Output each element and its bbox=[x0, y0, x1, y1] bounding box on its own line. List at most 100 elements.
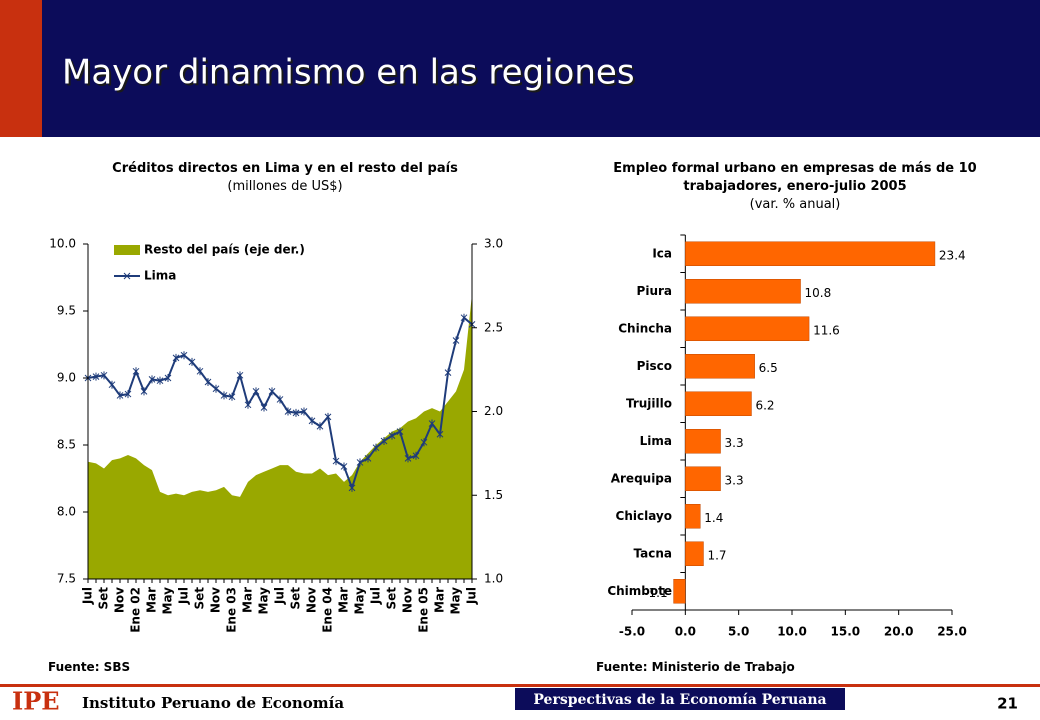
y-tick-label: Ica bbox=[652, 246, 672, 260]
point-marker bbox=[196, 367, 204, 376]
footer-publication: Perspectivas de la Economía Peruana bbox=[533, 692, 826, 708]
point-marker bbox=[292, 408, 300, 417]
x-tick-label: May bbox=[449, 587, 463, 615]
y-tick-label: 8.5 bbox=[57, 438, 76, 452]
legend-marker bbox=[123, 272, 131, 280]
x-tick-label: Ene 05 bbox=[417, 587, 431, 633]
point-marker bbox=[444, 368, 452, 377]
point-marker bbox=[156, 376, 164, 385]
point-marker bbox=[300, 407, 308, 416]
header-band bbox=[0, 0, 1040, 137]
x-tick-label: 10.0 bbox=[777, 625, 807, 639]
bar-value-label: 1.4 bbox=[704, 511, 723, 525]
bar bbox=[685, 316, 810, 341]
point-marker bbox=[276, 395, 284, 404]
point-marker bbox=[412, 451, 420, 460]
x-tick-label: Ene 04 bbox=[321, 587, 335, 633]
page-number: 21 bbox=[997, 695, 1018, 713]
y-tick-label: Chiclayo bbox=[616, 509, 672, 523]
point-marker bbox=[372, 443, 380, 452]
point-marker bbox=[116, 391, 124, 400]
point-marker bbox=[140, 387, 148, 396]
x-tick-label: Set bbox=[193, 587, 207, 610]
y-tick-label: Pisco bbox=[637, 359, 672, 373]
x-tick-label: Nov bbox=[209, 587, 223, 613]
y2-tick-label: 2.0 bbox=[484, 404, 503, 418]
y-tick-label: 10.0 bbox=[49, 237, 76, 251]
x-tick-label: Set bbox=[385, 587, 399, 610]
bar-value-label: 11.6 bbox=[813, 323, 840, 337]
header-accent bbox=[0, 0, 42, 137]
x-tick-label: Set bbox=[97, 587, 111, 610]
bar bbox=[685, 541, 704, 566]
y-tick-label: Tacna bbox=[634, 546, 673, 560]
legend-swatch bbox=[114, 245, 140, 255]
y-tick-label: 9.5 bbox=[57, 304, 76, 318]
footer-institute: Instituto Peruano de Economía bbox=[82, 694, 344, 712]
x-tick-label: Set bbox=[289, 587, 303, 610]
chart-title: Empleo formal urbano en empresas de más … bbox=[613, 161, 977, 194]
chart-subtitle: (millones de US$) bbox=[227, 179, 343, 194]
title-shadow: Mayor dinamismo en las regiones bbox=[64, 55, 637, 95]
footer-pub-box bbox=[515, 688, 845, 710]
x-tick-label: Jul bbox=[465, 587, 479, 605]
legend-label: Resto del país (eje der.) bbox=[144, 243, 305, 257]
point-marker bbox=[316, 422, 324, 431]
y2-tick-label: 3.0 bbox=[484, 237, 503, 251]
point-marker bbox=[308, 416, 316, 425]
x-tick-label: Nov bbox=[401, 587, 415, 613]
point-marker bbox=[100, 371, 108, 380]
bar-value-label: 6.2 bbox=[755, 398, 774, 412]
point-marker bbox=[220, 391, 228, 400]
point-marker bbox=[364, 454, 372, 463]
point-marker bbox=[148, 375, 156, 384]
bar bbox=[685, 429, 721, 454]
point-marker bbox=[260, 403, 268, 412]
x-tick-label: Jul bbox=[273, 587, 287, 605]
x-tick-label: -5.0 bbox=[619, 625, 645, 639]
bar-value-label: 6.5 bbox=[759, 361, 778, 375]
y-tick-label: Piura bbox=[637, 284, 672, 298]
area bbox=[88, 294, 472, 579]
x-tick-label: 0.0 bbox=[675, 625, 696, 639]
x-tick-label: Ene 03 bbox=[225, 587, 239, 633]
point-marker bbox=[404, 454, 412, 463]
point-marker bbox=[164, 374, 172, 382]
bar-value-label: 10.8 bbox=[805, 286, 832, 300]
point-marker bbox=[388, 431, 396, 440]
y-tick-label: 9.0 bbox=[57, 371, 76, 385]
x-tick-label: Mar bbox=[337, 587, 351, 613]
y2-tick-label: 1.0 bbox=[484, 572, 503, 586]
bar bbox=[685, 391, 752, 416]
x-tick-label: Jul bbox=[177, 587, 191, 605]
bar-value-label: 3.3 bbox=[725, 436, 744, 450]
x-tick-label: Mar bbox=[241, 587, 255, 613]
x-tick-label: Nov bbox=[305, 587, 319, 613]
y-tick-label: 8.0 bbox=[57, 505, 76, 519]
x-tick-label: 25.0 bbox=[937, 625, 967, 639]
y2-tick-label: 2.5 bbox=[484, 320, 503, 334]
source: Fuente: Ministerio de Trabajo bbox=[596, 660, 795, 674]
chart1-title: Créditos directos en Lima y en el resto … bbox=[40, 160, 530, 196]
bar bbox=[685, 354, 755, 379]
point-marker bbox=[420, 438, 428, 447]
point-marker bbox=[356, 458, 364, 467]
point-marker bbox=[92, 372, 100, 381]
chart2-title: Empleo formal urbano en empresas de más … bbox=[590, 160, 1000, 214]
point-marker bbox=[452, 336, 460, 345]
y-tick-label: Trujillo bbox=[626, 396, 672, 410]
bar bbox=[673, 579, 686, 604]
x-tick-label: 20.0 bbox=[884, 625, 914, 639]
legend-label: Lima bbox=[144, 269, 176, 283]
point-marker bbox=[268, 387, 276, 396]
point-marker bbox=[124, 390, 132, 399]
point-marker bbox=[172, 353, 180, 362]
x-tick-label: Jul bbox=[81, 587, 95, 605]
point-marker bbox=[180, 351, 188, 360]
y-tick-label: Lima bbox=[640, 434, 672, 448]
y2-tick-label: 1.5 bbox=[484, 488, 503, 502]
chart-subtitle: (var. % anual) bbox=[749, 197, 841, 212]
bar-value-label: 23.4 bbox=[939, 248, 966, 262]
